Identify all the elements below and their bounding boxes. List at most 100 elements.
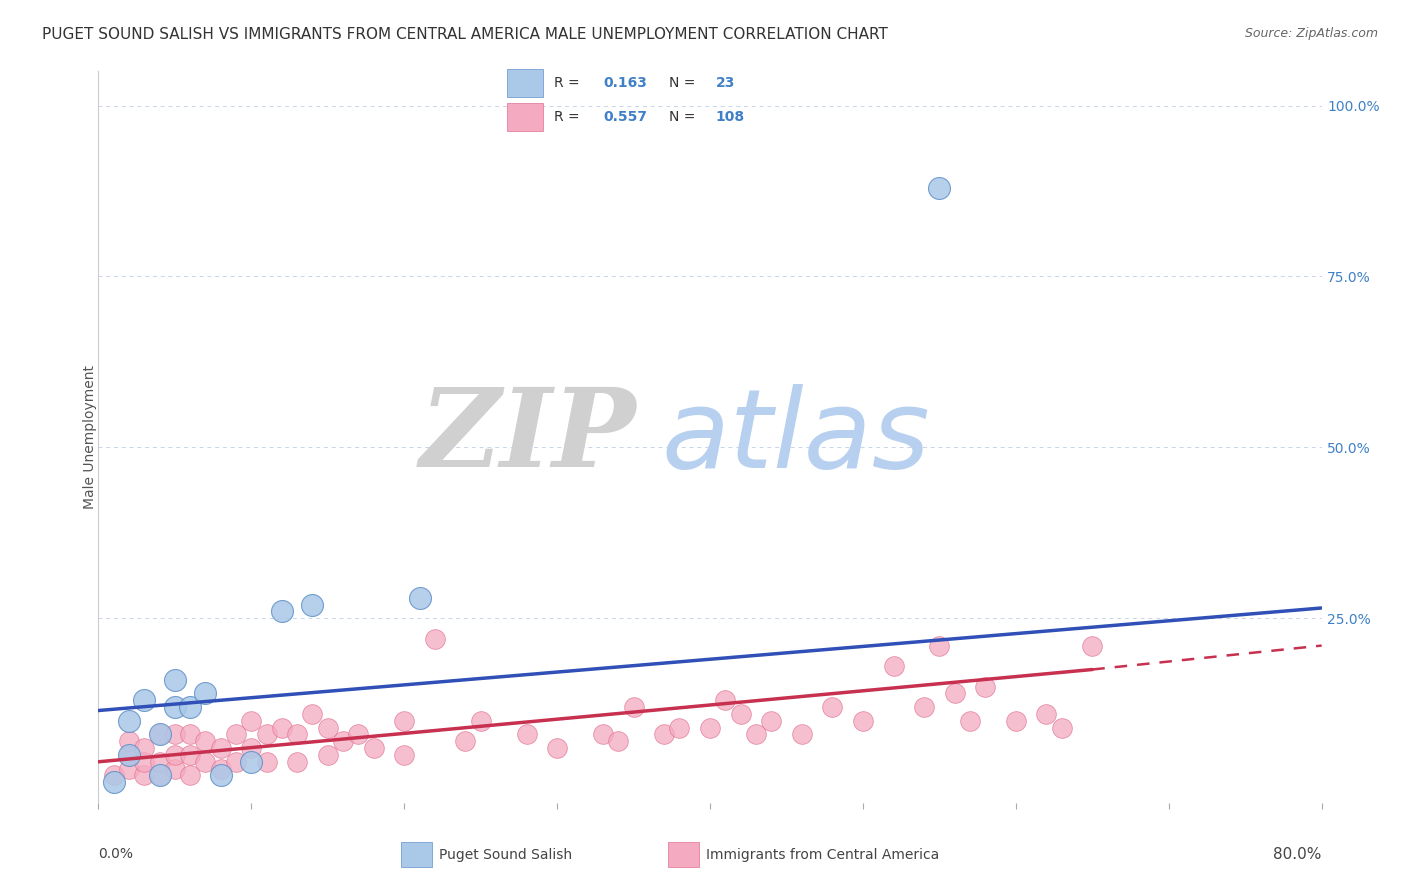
Point	[118, 747, 141, 762]
Text: Puget Sound Salish: Puget Sound Salish	[439, 847, 572, 862]
Text: atlas: atlas	[661, 384, 929, 491]
Point	[316, 747, 339, 762]
Text: 0.557: 0.557	[603, 110, 647, 124]
Point	[118, 714, 141, 728]
Point	[179, 747, 201, 762]
Point	[134, 768, 156, 782]
Point	[316, 721, 339, 735]
Point	[516, 727, 538, 741]
Text: 0.0%: 0.0%	[98, 847, 134, 861]
Point	[179, 768, 201, 782]
Point	[699, 721, 721, 735]
Point	[163, 700, 186, 714]
Point	[363, 741, 385, 756]
Point	[194, 734, 217, 748]
Point	[668, 721, 690, 735]
Point	[730, 706, 752, 721]
Point	[959, 714, 981, 728]
Point	[883, 659, 905, 673]
Point	[1050, 721, 1073, 735]
Point	[240, 755, 263, 769]
Point	[347, 727, 370, 741]
Point	[256, 755, 278, 769]
Point	[759, 714, 782, 728]
Point	[1081, 639, 1104, 653]
Point	[285, 755, 308, 769]
Point	[179, 727, 201, 741]
Point	[209, 768, 232, 782]
Point	[149, 768, 172, 782]
Point	[301, 598, 323, 612]
Point	[256, 727, 278, 741]
Point	[408, 591, 430, 605]
Point	[928, 639, 950, 653]
Point	[209, 762, 232, 776]
Text: R =: R =	[554, 76, 583, 90]
Point	[209, 741, 232, 756]
Point	[103, 775, 125, 789]
Point	[103, 768, 125, 782]
Point	[149, 755, 172, 769]
Point	[652, 727, 675, 741]
Point	[912, 700, 935, 714]
Point	[714, 693, 737, 707]
Point	[928, 180, 950, 194]
Text: N =: N =	[669, 76, 700, 90]
Point	[118, 734, 141, 748]
Bar	[508, 70, 543, 96]
Point	[134, 741, 156, 756]
Point	[270, 604, 292, 618]
Point	[134, 693, 156, 707]
Point	[592, 727, 614, 741]
Point	[423, 632, 446, 646]
Point	[149, 727, 172, 741]
Point	[134, 755, 156, 769]
Point	[118, 762, 141, 776]
Point	[149, 727, 172, 741]
Y-axis label: Male Unemployment: Male Unemployment	[83, 365, 97, 509]
Point	[332, 734, 354, 748]
Point	[454, 734, 477, 748]
Point	[194, 686, 217, 700]
Point	[745, 727, 768, 741]
Point	[1035, 706, 1057, 721]
Point	[1004, 714, 1026, 728]
Point	[179, 700, 201, 714]
Text: 108: 108	[716, 110, 745, 124]
Point	[149, 768, 172, 782]
Point	[270, 721, 292, 735]
Text: Immigrants from Central America: Immigrants from Central America	[706, 847, 939, 862]
Point	[163, 762, 186, 776]
Point	[163, 727, 186, 741]
Point	[470, 714, 492, 728]
Text: 80.0%: 80.0%	[1274, 847, 1322, 862]
Point	[974, 680, 997, 694]
Text: 23: 23	[716, 76, 735, 90]
Point	[546, 741, 568, 756]
Point	[301, 706, 323, 721]
Text: Source: ZipAtlas.com: Source: ZipAtlas.com	[1244, 27, 1378, 40]
Point	[623, 700, 645, 714]
Text: ZIP: ZIP	[420, 384, 637, 491]
Bar	[508, 103, 543, 130]
Text: 0.163: 0.163	[603, 76, 647, 90]
Point	[607, 734, 630, 748]
Point	[118, 747, 141, 762]
Point	[240, 741, 263, 756]
Point	[194, 755, 217, 769]
Text: PUGET SOUND SALISH VS IMMIGRANTS FROM CENTRAL AMERICA MALE UNEMPLOYMENT CORRELAT: PUGET SOUND SALISH VS IMMIGRANTS FROM CE…	[42, 27, 889, 42]
Point	[163, 673, 186, 687]
Point	[790, 727, 813, 741]
Point	[392, 747, 416, 762]
Point	[852, 714, 875, 728]
Point	[163, 747, 186, 762]
Text: R =: R =	[554, 110, 583, 124]
Point	[225, 727, 247, 741]
Point	[240, 714, 263, 728]
Point	[392, 714, 416, 728]
Text: N =: N =	[669, 110, 700, 124]
Point	[821, 700, 844, 714]
Point	[225, 755, 247, 769]
Point	[943, 686, 966, 700]
Point	[285, 727, 308, 741]
